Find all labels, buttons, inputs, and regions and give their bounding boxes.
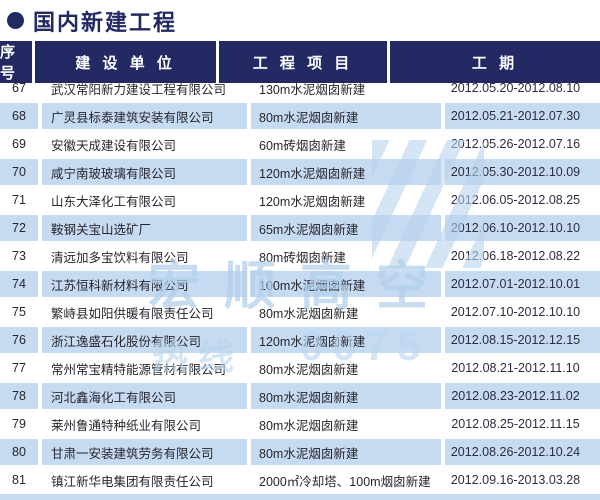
table-row: 73 清远加多宝饮料有限公司 80m砖烟囱新建 2012.06.18-2012.… xyxy=(0,243,600,269)
cell-company: 咸宁南玻玻璃有限公司 xyxy=(42,159,247,185)
cell-project: 120m水泥烟囱新建 xyxy=(259,194,366,209)
cell-no: 76 xyxy=(0,327,38,353)
cell-no: 81 xyxy=(12,473,26,487)
bullet-icon xyxy=(7,12,24,29)
cell-project: 100m水泥烟囱新建 xyxy=(251,271,441,297)
table-row: 68 广灵县标泰建筑安装有限公司 80m水泥烟囱新建 2012.05.21-20… xyxy=(0,103,600,129)
cell-company: 安徽天成建设有限公司 xyxy=(51,138,177,153)
table-row: 76 浙江逸盛石化股份有限公司 120m水泥烟囱新建 2012.08.15-20… xyxy=(0,327,600,353)
cell-period: 2012.07.10-2012.10.10 xyxy=(450,305,581,319)
cell-project: 2000㎡冷却塔、100m烟囱新建 xyxy=(259,474,431,489)
cell-no: 75 xyxy=(12,305,26,319)
page-title: 国内新建工程 xyxy=(33,9,178,35)
table-row: 74 江苏恒科新材料有限公司 100m水泥烟囱新建 2012.07.01-201… xyxy=(0,271,600,297)
table-row: 78 河北鑫海化工有限公司 80m水泥烟囱新建 2012.08.23-2012.… xyxy=(0,383,600,409)
header-cell-project: 工 程 项 目 xyxy=(219,41,387,83)
cell-project: 80m水泥烟囱新建 xyxy=(259,418,359,433)
cell-company: 莱州鲁通特种纸业有限公司 xyxy=(51,418,202,433)
cell-no: 72 xyxy=(0,215,38,241)
cell-period: 2012.05.21-2012.07.30 xyxy=(445,103,600,129)
table-row: 72 鞍钢关宝山选矿厂 65m水泥烟囱新建 2012.06.10-2012.10… xyxy=(0,215,600,241)
table-header: 序号 建 设 单 位 工 程 项 目 工 期 xyxy=(0,41,600,83)
cell-no: 78 xyxy=(0,383,38,409)
cell-no: 69 xyxy=(12,137,26,151)
table-row: 67 武汉常阳新力建设工程有限公司 130m水泥烟囱新建 2012.05.20-… xyxy=(0,75,600,101)
table-row: 80 甘肃一安装建筑劳务有限公司 80m水泥烟囱新建 2012.08.26-20… xyxy=(0,439,600,465)
table-row: 71 山东大泽化工有限公司 120m水泥烟囱新建 2012.06.05-2012… xyxy=(0,187,600,213)
cell-no: 67 xyxy=(12,81,26,95)
table-row: 81 镇江新华电集团有限责任公司 2000㎡冷却塔、100m烟囱新建 2012.… xyxy=(0,467,600,493)
cell-period: 2012.06.10-2012.10.10 xyxy=(445,215,600,241)
header-cell-no: 序号 xyxy=(0,41,32,83)
cell-project: 120m水泥烟囱新建 xyxy=(251,327,441,353)
partial-next-row xyxy=(0,494,600,500)
cell-period: 2012.08.15-2012.12.15 xyxy=(445,327,600,353)
table-body: 67 武汉常阳新力建设工程有限公司 130m水泥烟囱新建 2012.05.20-… xyxy=(0,75,600,493)
cell-project: 80m砖烟囱新建 xyxy=(259,250,346,265)
cell-no: 80 xyxy=(0,439,38,465)
table-row: 70 咸宁南玻玻璃有限公司 120m水泥烟囱新建 2012.05.30-2012… xyxy=(0,159,600,185)
cell-no: 73 xyxy=(12,249,26,263)
table-row: 75 繁峙县如阳供暖有限责任公司 80m水泥烟囱新建 2012.07.10-20… xyxy=(0,299,600,325)
cell-company: 镇江新华电集团有限责任公司 xyxy=(51,474,214,489)
cell-project: 80m水泥烟囱新建 xyxy=(259,362,359,377)
table-row: 79 莱州鲁通特种纸业有限公司 80m水泥烟囱新建 2012.08.25-201… xyxy=(0,411,600,437)
table-row: 69 安徽天成建设有限公司 60m砖烟囱新建 2012.05.26-2012.0… xyxy=(0,131,600,157)
cell-no: 74 xyxy=(0,271,38,297)
cell-period: 2012.09.16-2013.03.28 xyxy=(450,473,581,487)
cell-company: 繁峙县如阳供暖有限责任公司 xyxy=(51,306,214,321)
cell-company: 山东大泽化工有限公司 xyxy=(51,194,177,209)
cell-no: 79 xyxy=(12,417,26,431)
cell-company: 河北鑫海化工有限公司 xyxy=(42,383,247,409)
cell-period: 2012.06.05-2012.08.25 xyxy=(450,193,581,207)
table-row: 77 常州常宝精特能源管材有限公司 80m水泥烟囱新建 2012.08.21-2… xyxy=(0,355,600,381)
cell-period: 2012.08.26-2012.10.24 xyxy=(445,439,600,465)
cell-project: 80m水泥烟囱新建 xyxy=(251,439,441,465)
cell-period: 2012.08.21-2012.11.10 xyxy=(451,361,580,375)
cell-project: 80m水泥烟囱新建 xyxy=(259,306,359,321)
cell-period: 2012.08.23-2012.11.02 xyxy=(445,383,600,409)
cell-no: 77 xyxy=(12,361,26,375)
cell-period: 2012.05.20-2012.08.10 xyxy=(450,81,581,95)
header-cell-period: 工 期 xyxy=(390,41,600,83)
cell-no: 70 xyxy=(0,159,38,185)
cell-period: 2012.08.25-2012.11.15 xyxy=(451,417,580,431)
cell-project: 80m水泥烟囱新建 xyxy=(251,103,441,129)
cell-company: 清远加多宝饮料有限公司 xyxy=(51,250,189,265)
cell-company: 广灵县标泰建筑安装有限公司 xyxy=(42,103,247,129)
cell-no: 71 xyxy=(12,193,26,207)
cell-period: 2012.06.18-2012.08.22 xyxy=(450,249,581,263)
cell-project: 65m水泥烟囱新建 xyxy=(251,215,441,241)
cell-company: 浙江逸盛石化股份有限公司 xyxy=(42,327,247,353)
cell-company: 武汉常阳新力建设工程有限公司 xyxy=(51,82,227,97)
cell-period: 2012.05.30-2012.10.09 xyxy=(445,159,600,185)
cell-company: 鞍钢关宝山选矿厂 xyxy=(42,215,247,241)
cell-period: 2012.07.01-2012.10.01 xyxy=(445,271,600,297)
header-cell-company: 建 设 单 位 xyxy=(35,41,216,83)
cell-project: 60m砖烟囱新建 xyxy=(259,138,346,153)
cell-project: 130m水泥烟囱新建 xyxy=(259,82,366,97)
cell-project: 120m水泥烟囱新建 xyxy=(251,159,441,185)
cell-company: 常州常宝精特能源管材有限公司 xyxy=(51,362,227,377)
cell-company: 江苏恒科新材料有限公司 xyxy=(42,271,247,297)
cell-project: 80m水泥烟囱新建 xyxy=(251,383,441,409)
cell-company: 甘肃一安装建筑劳务有限公司 xyxy=(42,439,247,465)
section-title-bar: 国内新建工程 xyxy=(0,0,600,41)
cell-period: 2012.05.26-2012.07.16 xyxy=(450,137,581,151)
cell-no: 68 xyxy=(0,103,38,129)
